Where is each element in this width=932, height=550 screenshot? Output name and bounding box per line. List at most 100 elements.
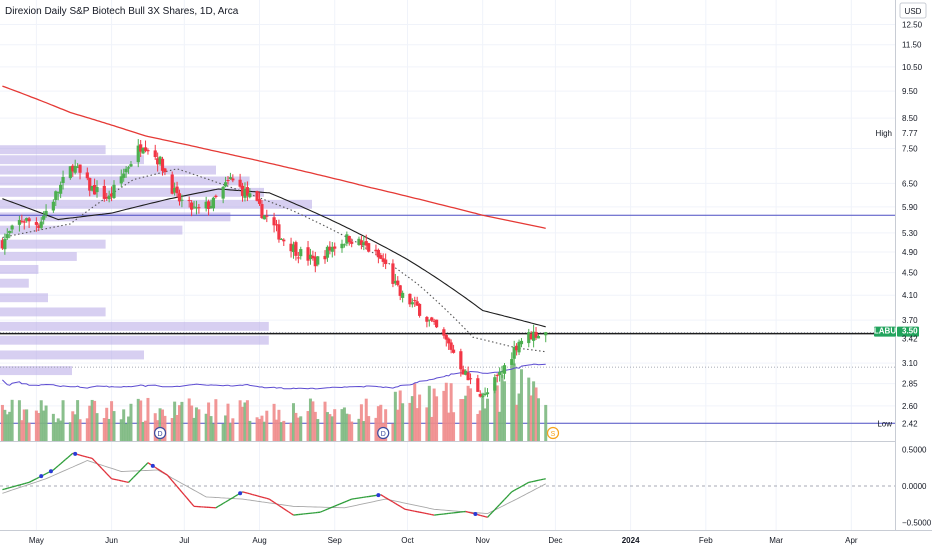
candle-body — [502, 365, 507, 374]
volume-bar — [408, 402, 412, 441]
oscillator-segment — [482, 515, 486, 518]
volume-bar — [76, 400, 80, 441]
candle-body — [146, 150, 150, 152]
candle-body — [197, 207, 201, 209]
volume-bar — [119, 419, 123, 441]
secondary-price-text: 3.42 — [902, 335, 918, 344]
volume-bar — [359, 404, 363, 441]
candle-body — [459, 351, 463, 370]
volume-bar — [294, 412, 298, 441]
oscillator-segment — [121, 480, 124, 482]
volume-bar — [311, 401, 315, 441]
oscillator-segment — [349, 498, 352, 501]
candle-body — [88, 177, 92, 191]
volume-bar — [105, 407, 109, 441]
price-axis[interactable]: 12.50 11.50 10.50 9.50 8.50 7.50 6.50 5.90 5.30 4… — [902, 20, 932, 527]
candle-body — [248, 193, 252, 198]
volume-bar — [207, 402, 211, 441]
candle-body — [396, 280, 400, 285]
candle-body — [517, 341, 521, 353]
volume-bar — [493, 383, 497, 441]
price-tick-label: 2.85 — [902, 380, 918, 389]
time-tick-label: Jul — [179, 536, 189, 545]
volume-bar — [0, 404, 4, 441]
split-marker — [546, 426, 560, 440]
candle-body — [39, 221, 43, 228]
candle-body — [78, 164, 82, 173]
candle-body — [92, 185, 97, 195]
candle-body — [483, 393, 487, 395]
volume-bar — [275, 419, 279, 441]
time-axis[interactable]: May Jun Jul Aug Sep Oct Nov Dec 2024 Feb Mar Apr — [29, 536, 858, 545]
low-label: Low — [877, 419, 892, 428]
price-tick-label: 4.50 — [902, 269, 918, 278]
candle-body — [418, 303, 422, 316]
candle-body — [143, 147, 148, 151]
volume-bar — [536, 398, 540, 441]
time-tick-label: May — [29, 536, 44, 545]
oscillator-segment — [118, 479, 122, 482]
oscillator-segment — [402, 507, 406, 510]
volume-bar — [245, 400, 249, 441]
high-label: High — [876, 129, 892, 138]
last-price-badge[interactable] — [897, 326, 919, 337]
volume-bar — [340, 409, 344, 441]
candle-body — [109, 193, 114, 197]
candle-body — [427, 319, 431, 321]
split-marker-label: S — [551, 431, 556, 438]
candle-body — [362, 242, 366, 246]
candle-body — [0, 240, 5, 249]
volume-bar — [5, 414, 9, 441]
volume-bar — [413, 383, 417, 441]
oscillator-segment — [273, 501, 277, 505]
price-tick-label: 12.50 — [902, 20, 923, 29]
candle-body — [187, 200, 191, 202]
oscillator-segment — [171, 480, 176, 485]
volume-bar — [110, 401, 114, 441]
oscillator-segment — [346, 499, 350, 502]
oscillator-segment — [103, 470, 108, 475]
candle-body — [68, 166, 72, 179]
oscillator-segment — [140, 467, 144, 471]
volume-bar — [95, 413, 99, 441]
oscillator-segment — [43, 473, 47, 476]
volume-bar — [204, 413, 208, 441]
oscillator-segment — [334, 504, 338, 507]
candle-body — [398, 285, 402, 296]
candle-body — [177, 193, 182, 202]
oscillator-segment — [225, 499, 229, 503]
candle-body — [257, 199, 262, 204]
candle-body — [311, 255, 315, 259]
candle-body — [476, 378, 480, 392]
currency-button[interactable] — [899, 2, 927, 19]
candle-body — [44, 210, 48, 215]
candle-body — [510, 359, 514, 365]
candle-body — [260, 204, 264, 218]
candle-body — [59, 184, 63, 194]
candle-body — [519, 340, 524, 345]
candle-body — [170, 174, 174, 194]
candles[interactable] — [0, 139, 548, 398]
time-tick-label: Apr — [845, 536, 858, 545]
oscillator-segment — [9, 486, 13, 489]
candle-body — [204, 201, 208, 209]
volume-bar — [170, 418, 174, 441]
oscillator-segment — [162, 471, 166, 475]
candle-body — [226, 180, 230, 182]
volume-bar — [71, 411, 75, 441]
moving-average-line — [2, 85, 546, 230]
oscillator-segment — [26, 481, 30, 484]
oscillator-segment — [79, 454, 83, 457]
candle-body — [22, 221, 26, 223]
oscillator-segment — [242, 491, 246, 494]
dividend-marker — [153, 426, 167, 440]
oscillator-segment — [45, 471, 49, 475]
volume-bar — [262, 421, 266, 441]
oscillator-segment — [159, 469, 163, 473]
volume-bar — [255, 417, 259, 441]
candle-body — [536, 336, 541, 339]
candle-body — [364, 241, 368, 246]
symbol-badge[interactable] — [874, 326, 896, 337]
